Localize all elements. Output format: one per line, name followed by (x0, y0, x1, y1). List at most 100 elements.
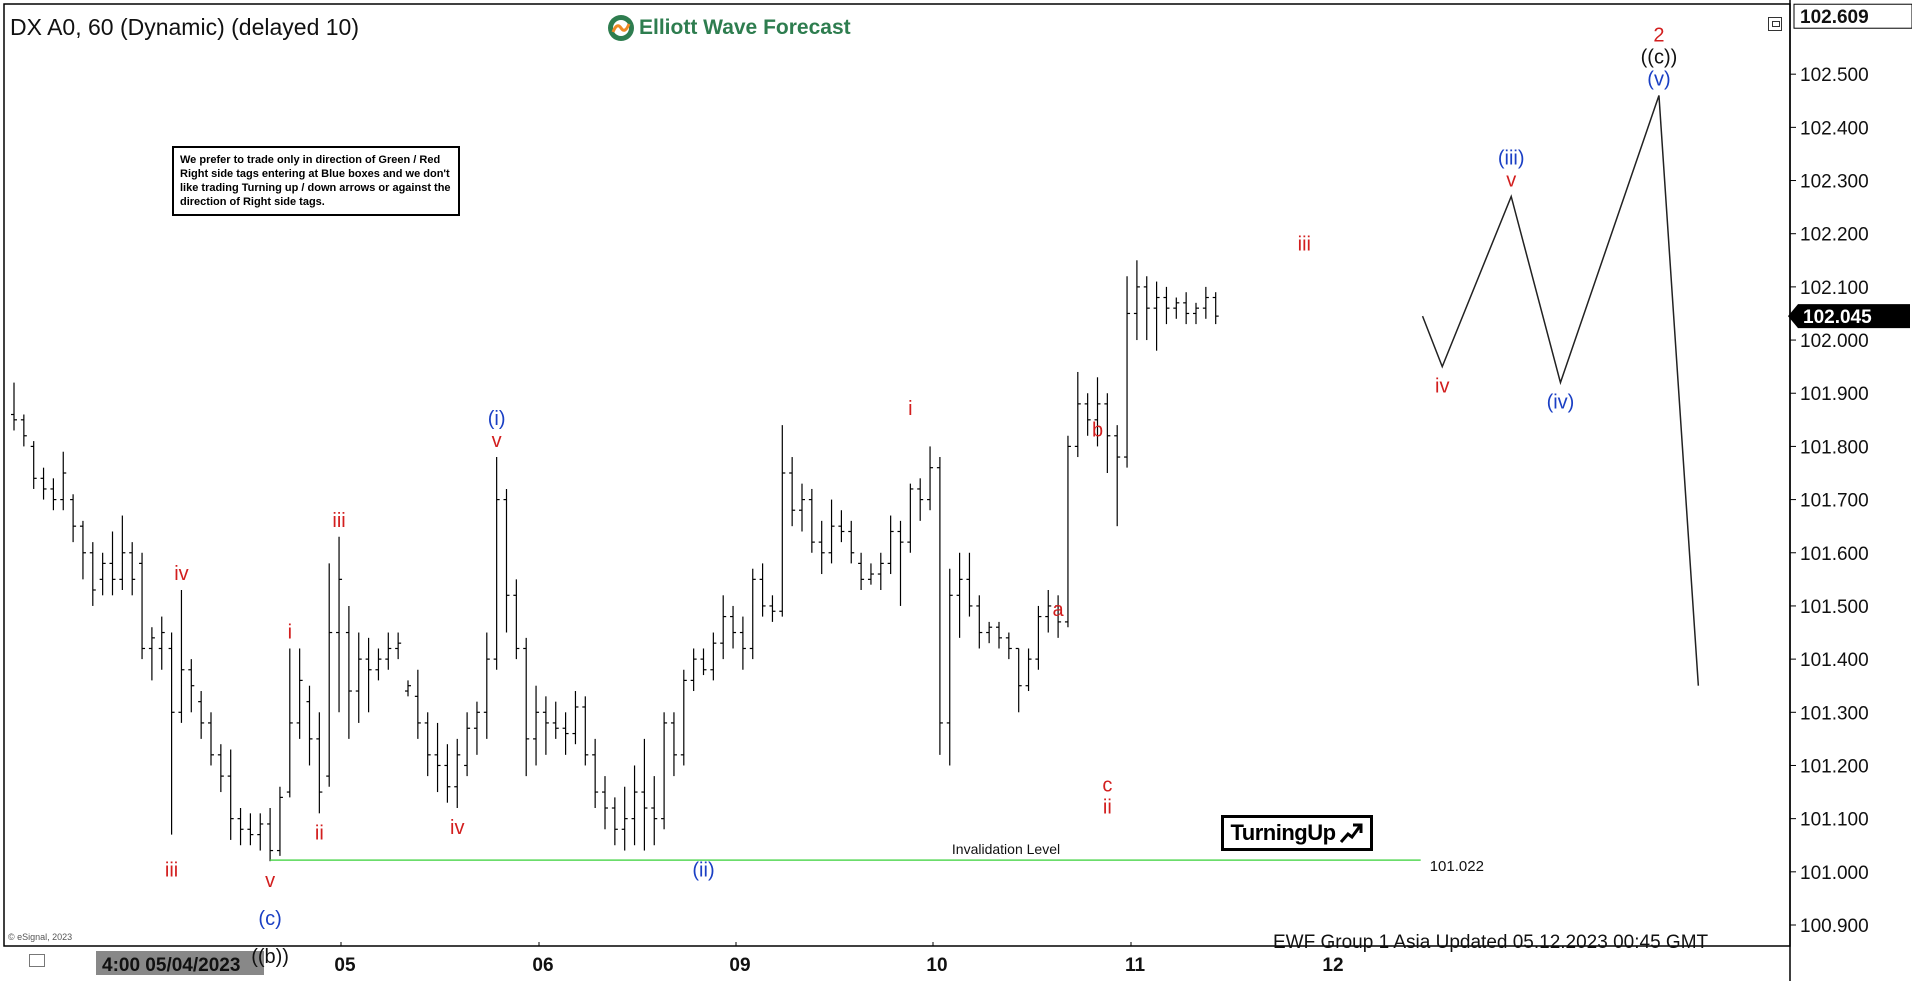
ohlc-bar (237, 808, 244, 846)
ohlc-bar (552, 701, 559, 739)
wave-label: i (288, 621, 292, 643)
ewf-logo-icon (608, 15, 634, 41)
expand-icon[interactable] (1768, 17, 1782, 31)
ohlc-bar (789, 457, 796, 527)
y-tick-label: 101.000 (1800, 863, 1869, 884)
ohlc-bar (316, 712, 323, 814)
invalidation-value: 101.022 (1430, 858, 1484, 875)
ohlc-bar (838, 510, 845, 543)
top-price-label: 102.609 (1800, 7, 1869, 28)
wave-label: ii (1103, 796, 1112, 818)
ohlc-bar (30, 441, 37, 489)
ohlc-bar (158, 616, 165, 670)
update-timestamp: EWF Group 1 Asia Updated 05.12.2023 00:4… (1273, 932, 1709, 953)
ohlc-bar (661, 712, 668, 830)
ohlc-bar (897, 520, 904, 606)
arrow-up-right-icon (1339, 823, 1363, 843)
ohlc-bar (1084, 393, 1091, 436)
ohlc-bar (690, 648, 697, 692)
ohlc-bar (513, 579, 520, 660)
turning-up-badge: TurningUp (1221, 815, 1373, 851)
ohlc-bar (1212, 292, 1219, 325)
ohlc-bar (345, 605, 352, 739)
ohlc-bar (779, 425, 786, 617)
ohlc-bar (198, 691, 205, 739)
ohlc-bar (631, 765, 638, 846)
brand[interactable]: Elliott Wave Forecast (607, 14, 851, 42)
ohlc-bar (336, 536, 343, 713)
y-tick-label: 102.100 (1800, 278, 1869, 299)
ohlc-bar (60, 451, 67, 511)
ohlc-bar (286, 648, 293, 798)
invalidation-label: Invalidation Level (952, 841, 1060, 857)
ohlc-bar (296, 648, 303, 739)
ohlc-bar (710, 632, 717, 681)
ohlc-bar (749, 568, 756, 660)
ohlc-bar (739, 616, 746, 670)
ohlc-bar (858, 552, 865, 590)
ohlc-bar (976, 595, 983, 649)
ohlc-bar (503, 488, 510, 633)
wave-label: (c) (258, 908, 281, 930)
ohlc-bar (848, 520, 855, 564)
trading-notice: We prefer to trade only in direction of … (172, 146, 460, 216)
ohlc-bar (168, 632, 175, 835)
current-price-box (1788, 304, 1910, 329)
ohlc-bar (306, 685, 313, 766)
y-tick-label: 101.300 (1800, 703, 1869, 724)
ohlc-bar (799, 483, 805, 532)
ohlc-bar (769, 595, 776, 622)
y-tick-label: 102.200 (1800, 225, 1869, 246)
ohlc-bar (454, 738, 461, 809)
ohlc-bar (582, 696, 589, 766)
y-tick-label: 101.900 (1800, 384, 1869, 405)
ohlc-bar (887, 515, 894, 575)
ohlc-bar (1143, 276, 1150, 341)
x-tick-label: 10 (926, 955, 947, 976)
y-tick-label: 102.400 (1800, 118, 1869, 139)
ohlc-bar (227, 749, 234, 840)
y-tick-label: 102.000 (1800, 331, 1869, 352)
ohlc-bar (966, 552, 973, 617)
ohlc-bar (1133, 260, 1140, 341)
x-tick-label: 05 (334, 955, 356, 976)
wave-label: iii (332, 510, 345, 532)
ohlc-bar (1064, 435, 1071, 628)
ohlc-bar (1163, 286, 1170, 325)
ohlc-bar (956, 552, 963, 638)
ohlc-bar (700, 648, 707, 676)
wave-label: (iii) (1498, 147, 1525, 169)
ohlc-bar (936, 457, 943, 755)
y-tick-label: 101.500 (1800, 597, 1869, 618)
first-date-bg (96, 951, 264, 975)
ohlc-bar (996, 621, 1002, 649)
ohlc-bar (1183, 292, 1190, 325)
ohlc-bar (247, 813, 254, 846)
wave-label: v (492, 430, 502, 452)
ohlc-bar (1045, 589, 1052, 633)
ohlc-bar (119, 515, 126, 590)
ohlc-bar (79, 520, 86, 580)
ohlc-bar (276, 786, 283, 856)
ohlc-bar (523, 637, 530, 777)
chart-title: DX A0, 60 (Dynamic) (delayed 10) (10, 14, 359, 40)
ohlc-bar (917, 478, 924, 521)
ohlc-bar (355, 632, 362, 723)
ohlc-bar (99, 552, 106, 596)
projection-path (1421, 95, 1700, 686)
y-tick-label: 101.600 (1800, 544, 1869, 565)
ohlc-bar (946, 568, 953, 766)
ohlc-bar (208, 712, 214, 766)
ohlc-bar (1025, 648, 1032, 692)
ohlc-bar (1153, 281, 1160, 351)
ohlc-bar (1202, 286, 1209, 319)
ohlc-bar (602, 776, 608, 830)
ohlc-bar (473, 701, 480, 755)
ohlc-bar (188, 659, 195, 713)
bottom-toolbar-icon[interactable] (29, 954, 45, 967)
ohlc-bar (267, 808, 274, 862)
ohlc-bar (1015, 647, 1022, 713)
turning-up-label: TurningUp (1230, 820, 1336, 845)
brand-name: Elliott Wave Forecast (639, 16, 851, 39)
